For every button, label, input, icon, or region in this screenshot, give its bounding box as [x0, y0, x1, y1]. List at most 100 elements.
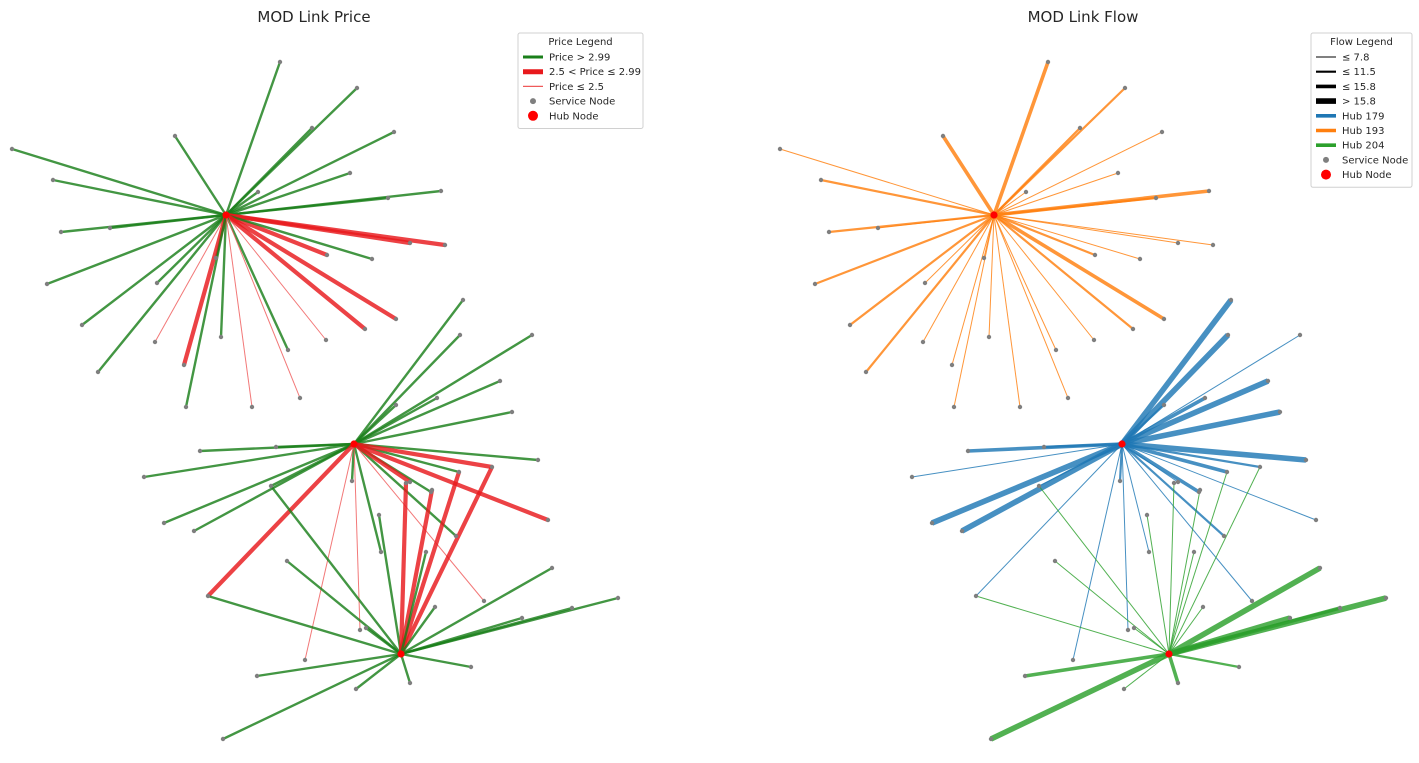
price-link-12	[109, 213, 227, 230]
service-node	[423, 549, 429, 555]
service-node	[1224, 469, 1230, 475]
price-link-23	[225, 212, 446, 248]
flow-link-65	[1024, 652, 1170, 678]
service-node	[1175, 680, 1181, 686]
price-link-26	[224, 213, 367, 331]
flow-link-67	[1054, 560, 1170, 655]
service-node	[1092, 252, 1098, 258]
flow-link-47	[1121, 442, 1261, 469]
price-link-4	[173, 135, 228, 216]
flow-link-51	[1121, 443, 1150, 553]
flow-link-42	[1043, 442, 1123, 449]
hub-node-204	[397, 650, 405, 658]
flow-links	[779, 61, 1387, 742]
service-node	[393, 402, 399, 408]
price-link-64	[355, 653, 402, 690]
price-link-13	[46, 213, 227, 286]
service-node	[353, 686, 359, 692]
service-node	[183, 404, 189, 410]
price-link-55	[304, 443, 355, 661]
service-node	[363, 625, 369, 631]
service-node	[1052, 558, 1058, 564]
price-link-21	[184, 214, 228, 408]
legend-entry-label: > 15.8	[1342, 97, 1376, 108]
flow-link-69	[1038, 485, 1170, 655]
price-link-56	[353, 443, 485, 602]
service-node	[385, 195, 391, 201]
service-node	[434, 395, 440, 401]
flow-link-54	[1121, 443, 1129, 631]
legend-frame	[1310, 32, 1413, 188]
service-node	[407, 680, 413, 686]
flow-link-68	[975, 595, 1170, 655]
price-link-68	[207, 594, 402, 656]
service-node	[161, 520, 167, 526]
flow-link-66	[989, 651, 1171, 742]
flow-link-72	[1168, 489, 1201, 655]
service-node	[268, 483, 274, 489]
service-node	[1228, 297, 1234, 303]
service-node	[285, 347, 291, 353]
flow-link-48	[1121, 442, 1200, 494]
legend-entry-label: Hub 179	[1342, 111, 1384, 122]
legend-frame	[517, 32, 644, 129]
flow-link-49	[1121, 443, 1317, 521]
service-node	[1303, 457, 1309, 463]
legend-swatch-dot	[530, 98, 536, 105]
service-node	[391, 129, 397, 135]
flow-link-25	[993, 214, 1141, 260]
flow-link-14	[849, 214, 995, 326]
flow-link-38	[1121, 404, 1165, 445]
price-link-49	[353, 442, 549, 522]
service-node	[569, 605, 575, 611]
service-node	[407, 479, 413, 485]
flow-link-36	[1121, 396, 1206, 446]
price-link-15	[97, 214, 227, 373]
price-link-51	[352, 443, 383, 553]
service-node	[154, 280, 160, 286]
service-node	[362, 326, 368, 332]
service-node	[1077, 125, 1083, 131]
service-node	[95, 369, 101, 375]
service-node	[297, 395, 303, 401]
service-node	[1070, 657, 1076, 663]
service-node	[1265, 378, 1271, 384]
service-node	[369, 256, 375, 262]
service-node	[986, 334, 992, 340]
service-node	[549, 565, 555, 571]
service-node	[812, 281, 818, 287]
service-node	[460, 297, 466, 303]
legend-swatch-dot	[528, 110, 538, 121]
legend-entry-label: Price > 2.99	[549, 53, 610, 64]
service-node	[324, 252, 330, 258]
flow-link-28	[993, 214, 1095, 341]
flow-link-50	[1121, 443, 1225, 537]
service-node	[875, 225, 881, 231]
service-node	[255, 189, 261, 195]
service-node	[181, 362, 187, 368]
price-link-75	[399, 551, 428, 655]
service-node	[141, 474, 147, 480]
flow-link-73	[1168, 471, 1228, 655]
price-link-37	[353, 410, 513, 446]
flow-link-8	[993, 191, 1027, 216]
price-link-5	[11, 147, 227, 217]
hub-node-193	[990, 211, 998, 219]
service-node	[453, 533, 459, 539]
service-node	[191, 528, 197, 534]
price-link-45	[270, 442, 355, 488]
price-link-18	[219, 214, 228, 338]
flow-panel-title: MOD Link Flow	[1028, 8, 1139, 26]
service-node	[545, 517, 551, 523]
flow-link-5	[779, 148, 995, 216]
flow-nodes	[777, 59, 1389, 742]
service-node	[79, 322, 85, 328]
service-node	[1121, 686, 1127, 692]
flow-link-26	[993, 214, 1134, 330]
price-link-2	[225, 127, 313, 216]
service-node	[284, 558, 290, 564]
service-node	[1091, 337, 1097, 343]
flow-link-29	[993, 214, 1057, 351]
flow-link-12	[877, 214, 995, 229]
service-node	[1200, 604, 1206, 610]
